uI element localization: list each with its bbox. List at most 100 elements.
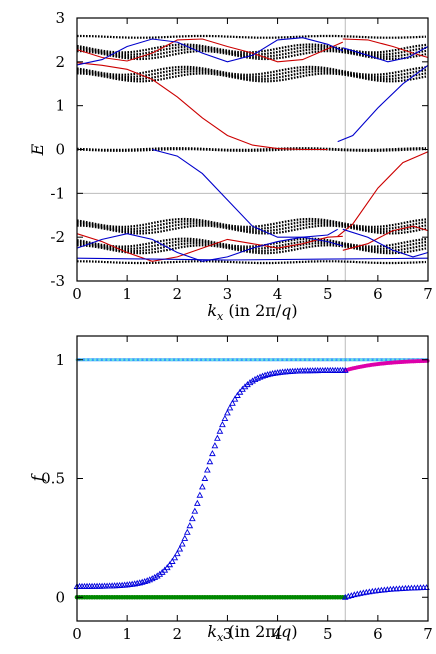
triangle-marker [153, 572, 161, 579]
triangle-marker [246, 379, 254, 386]
triangle-marker [251, 375, 259, 382]
bulk-band-line [77, 260, 427, 265]
upper-marker [134, 358, 138, 362]
upper-marker [147, 358, 151, 362]
upper-marker [242, 358, 246, 362]
upper-marker [287, 358, 291, 362]
triangle-marker [206, 458, 214, 465]
plot-panel-1: 0 1 2 3 4 5 6 7 3 2 1 0 -1 -2 -3 E [28, 9, 433, 303]
x-tick-label: 3 [223, 625, 233, 643]
triangle-marker [226, 404, 234, 411]
edge-state-curve [337, 151, 429, 237]
upper-marker [373, 358, 377, 362]
y-tick-label: 1 [55, 97, 65, 115]
x-axis-label: kx (in 2π/q) [207, 622, 297, 644]
upper-marker [301, 358, 305, 362]
upper-marker [229, 358, 232, 362]
upper-marker [220, 358, 223, 362]
bulk-band-line [76, 70, 427, 81]
triangle-marker [216, 427, 224, 434]
edge-state-curve [342, 228, 429, 258]
edge-state-curve [337, 64, 429, 143]
upper-marker [296, 358, 300, 362]
upper-marker [355, 358, 359, 362]
bulk-band-line [76, 239, 427, 250]
triangle-marker [201, 474, 209, 481]
upper-marker [120, 358, 124, 362]
triangle-marker [183, 528, 191, 535]
triangle-marker [178, 540, 186, 547]
upper-marker [111, 358, 115, 362]
triangle-marker [214, 434, 221, 441]
upper-marker [251, 358, 255, 362]
triangle-marker [209, 449, 216, 457]
upper-marker [174, 358, 178, 362]
edge-state-curve [342, 38, 429, 59]
bulk-band-line [77, 244, 427, 255]
upper-marker [98, 358, 101, 362]
upper-marker [89, 358, 92, 362]
triangle-marker [231, 395, 239, 402]
edge-state-curve [76, 257, 429, 261]
upper-marker [337, 358, 341, 362]
triangle-marker [256, 373, 264, 380]
edge-state-curve [342, 46, 429, 63]
upper-marker [210, 358, 214, 362]
bulk-band-line [76, 45, 427, 56]
upper-marker [93, 358, 97, 362]
y-tick-label: -3 [50, 272, 65, 290]
triangle-marker [254, 374, 261, 381]
upper-marker [107, 358, 110, 362]
x-tick-label: 7 [423, 625, 433, 643]
upper-marker [116, 358, 120, 362]
upper-marker [364, 358, 368, 362]
triangle-marker [141, 577, 149, 585]
triangle-marker [219, 421, 226, 428]
triangle-marker [143, 577, 151, 584]
y-axis-label: E [28, 143, 47, 156]
upper-marker [269, 358, 273, 362]
triangle-marker [188, 515, 196, 522]
triangle-marker [224, 409, 231, 416]
upper-marker [278, 358, 282, 362]
upper-marker [183, 358, 187, 362]
x-tick-label: 7 [423, 285, 433, 303]
plot-panel-2: 0 1 2 3 4 5 6 7 1 0.5 0 f [28, 335, 433, 643]
upper-marker [129, 358, 133, 362]
x-tick-label: 5 [323, 625, 333, 643]
upper-marker [256, 358, 259, 362]
upper-marker [201, 358, 205, 362]
upper-marker [319, 358, 323, 362]
upper-marker [102, 358, 106, 362]
y-tick-label: 0 [55, 141, 65, 159]
upper-marker [346, 358, 350, 362]
upper-marker [359, 358, 363, 362]
bulk-band-line [76, 72, 427, 83]
x-tick-label: 6 [373, 625, 383, 643]
triangle-marker [171, 554, 179, 561]
upper-marker [238, 358, 241, 362]
upper-marker [341, 358, 345, 362]
triangle-marker [196, 491, 204, 498]
upper-marker [391, 358, 395, 362]
upper-marker [265, 358, 268, 362]
edge-state-curve [76, 233, 343, 262]
triangle-marker [146, 576, 154, 583]
y-tick-label: 1 [55, 351, 65, 369]
edge-state-curve [76, 38, 344, 63]
upper-marker [152, 358, 156, 362]
triangle-marker [236, 388, 244, 395]
upper-marker [233, 358, 237, 362]
triangle-marker [173, 550, 181, 557]
triangle-marker [211, 442, 219, 449]
upper-marker [305, 358, 309, 362]
triangle-marker [168, 557, 176, 564]
y-tick-label: -2 [50, 228, 65, 246]
upper-marker [206, 358, 210, 362]
x-axis-label: kx (in 2π/q) [207, 301, 297, 323]
upper-marker [138, 358, 142, 362]
triangle-marker [186, 522, 194, 529]
upper-marker [188, 358, 192, 362]
triangle-marker [221, 414, 229, 422]
